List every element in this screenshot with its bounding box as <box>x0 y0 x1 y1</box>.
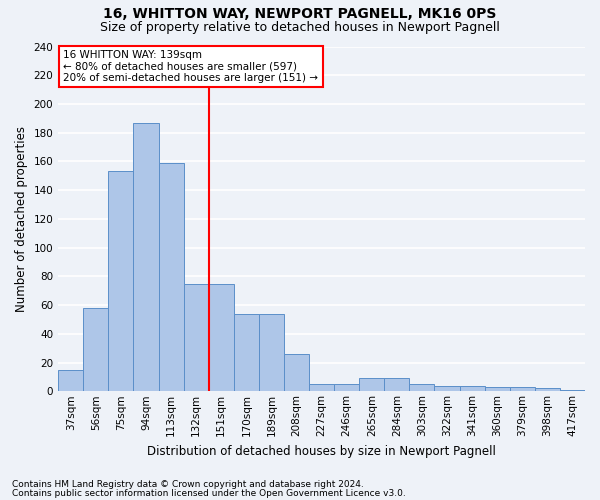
Bar <box>184 284 209 392</box>
Bar <box>109 172 133 392</box>
Text: Contains HM Land Registry data © Crown copyright and database right 2024.: Contains HM Land Registry data © Crown c… <box>12 480 364 489</box>
Bar <box>284 354 309 392</box>
Bar <box>58 370 83 392</box>
Bar <box>309 384 334 392</box>
Bar <box>385 378 409 392</box>
Bar <box>535 388 560 392</box>
Text: Contains public sector information licensed under the Open Government Licence v3: Contains public sector information licen… <box>12 488 406 498</box>
Bar <box>259 314 284 392</box>
Bar <box>510 387 535 392</box>
Bar <box>209 284 234 392</box>
Bar <box>560 390 585 392</box>
Bar <box>460 386 485 392</box>
Bar <box>234 314 259 392</box>
Text: Size of property relative to detached houses in Newport Pagnell: Size of property relative to detached ho… <box>100 21 500 34</box>
Bar <box>434 386 460 392</box>
Text: 16 WHITTON WAY: 139sqm
← 80% of detached houses are smaller (597)
20% of semi-de: 16 WHITTON WAY: 139sqm ← 80% of detached… <box>64 50 319 83</box>
Bar <box>334 384 359 392</box>
Y-axis label: Number of detached properties: Number of detached properties <box>15 126 28 312</box>
Bar <box>485 387 510 392</box>
Text: 16, WHITTON WAY, NEWPORT PAGNELL, MK16 0PS: 16, WHITTON WAY, NEWPORT PAGNELL, MK16 0… <box>103 8 497 22</box>
Bar <box>409 384 434 392</box>
X-axis label: Distribution of detached houses by size in Newport Pagnell: Distribution of detached houses by size … <box>147 444 496 458</box>
Bar <box>359 378 385 392</box>
Bar <box>133 122 158 392</box>
Bar <box>158 163 184 392</box>
Bar <box>83 308 109 392</box>
